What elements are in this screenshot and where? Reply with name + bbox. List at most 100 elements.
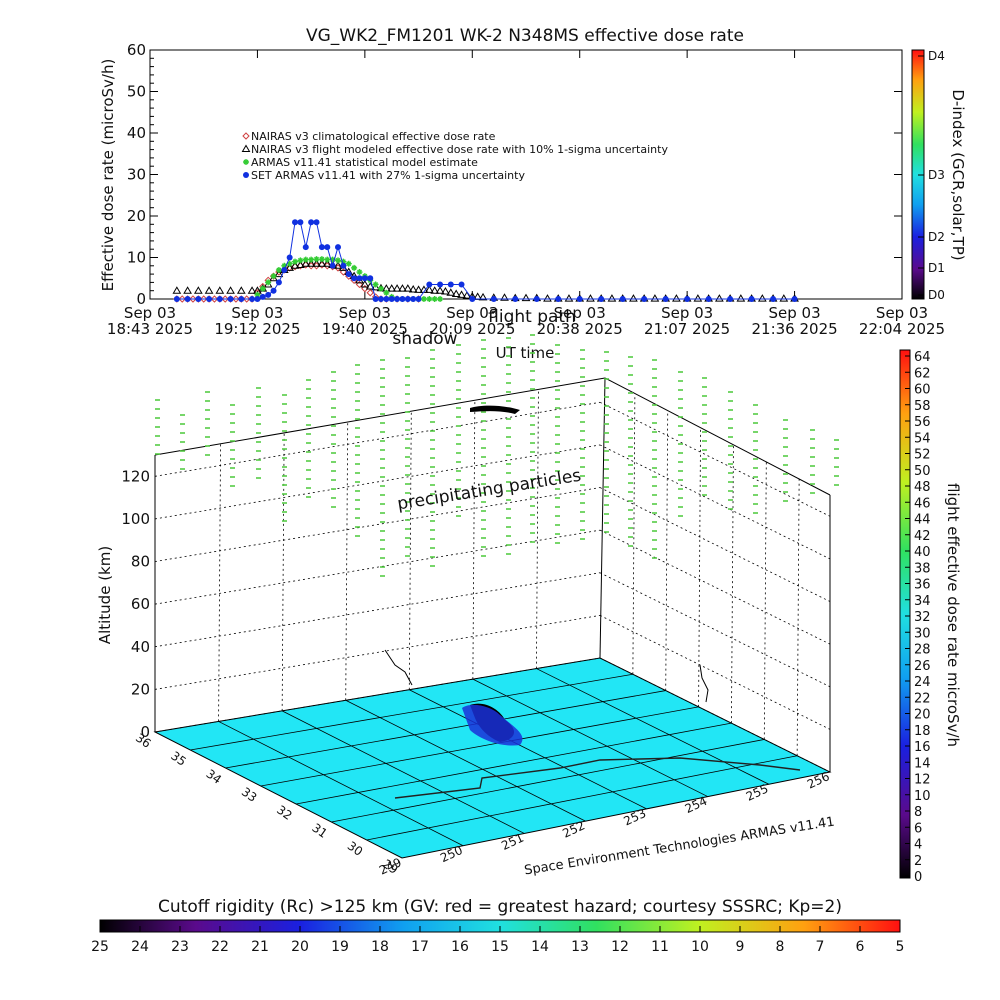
flight-track-aloft — [470, 406, 520, 414]
d-index-label: D-index (GCR,solar,TP) — [949, 89, 967, 260]
series-point — [598, 296, 604, 302]
series-point — [394, 296, 400, 302]
dose-tick-label: 22 — [914, 691, 931, 706]
rigidity-tick-label: 11 — [651, 939, 669, 955]
series-point — [174, 296, 180, 302]
series-point — [641, 296, 647, 302]
d-index-tick-label: D3 — [928, 168, 945, 182]
series-point — [195, 296, 201, 302]
dose-tick-label: 32 — [914, 610, 931, 625]
legend-entry: NAIRAS v3 climatological effective dose … — [251, 130, 496, 143]
series-point — [184, 287, 191, 293]
x-tick-label: 21:07 2025 — [644, 320, 730, 338]
rigidity-tick-label: 25 — [91, 939, 109, 955]
series-point — [673, 295, 680, 301]
d-index-tick-label: D0 — [928, 288, 945, 302]
series-point — [308, 219, 314, 225]
series-point — [346, 271, 352, 277]
series-3 — [174, 219, 798, 302]
rigidity-tick-label: 20 — [291, 939, 309, 955]
series-point — [367, 290, 373, 296]
series-point — [217, 296, 223, 302]
z-tick-label: 20 — [131, 680, 150, 698]
series-point — [319, 244, 325, 250]
series-point — [265, 292, 271, 298]
series-point — [759, 295, 766, 301]
rigidity-tick-label: 12 — [611, 939, 629, 955]
rigidity-tick-label: 10 — [691, 939, 709, 955]
series-point — [228, 296, 234, 302]
lat-tick-label: 33 — [239, 785, 260, 805]
x-axis-label: UT time — [496, 344, 555, 362]
series-point — [651, 295, 658, 301]
dose-tick-label: 26 — [914, 659, 931, 674]
rigidity-colorbar-label: Cutoff rigidity (Rc) >125 km (GV: red = … — [158, 897, 842, 917]
series-point — [630, 295, 637, 301]
altitude-3d-plot: 020406080100120 249250251252253254255256… — [121, 335, 839, 879]
legend: NAIRAS v3 climatological effective dose … — [243, 130, 669, 182]
dose-tick-label: 20 — [914, 708, 931, 723]
series-point — [737, 295, 744, 301]
rigidity-tick-label: 7 — [816, 939, 825, 955]
rigidity-tick-label: 13 — [571, 939, 589, 955]
lat-tick-label: 34 — [204, 767, 225, 787]
series-point — [716, 295, 723, 301]
wall-grid-line — [600, 488, 830, 602]
z-tick-label: 40 — [131, 638, 150, 656]
z-tick-label: 80 — [131, 553, 150, 571]
series-point — [749, 296, 755, 302]
z-tick-label: 100 — [121, 510, 150, 528]
dose-tick-label: 18 — [914, 724, 931, 739]
rigidity-tick-label: 24 — [131, 939, 149, 955]
rigidity-tick-label: 15 — [491, 939, 509, 955]
series-point — [340, 263, 346, 269]
rigidity-tick-label: 18 — [371, 939, 389, 955]
series-point — [308, 257, 314, 263]
dose-colorbar-label: flight effective dose rate microSv/h — [944, 483, 962, 747]
x-tick-label: 18:43 2025 — [107, 320, 193, 338]
d-index-tick-label: D1 — [928, 261, 945, 275]
series-point — [356, 269, 362, 275]
series-point — [770, 296, 776, 302]
d-index-tick-label: D4 — [928, 49, 945, 63]
series-point — [276, 279, 282, 285]
chart-title: VG_WK2_FM1201 WK-2 N348MS effective dose… — [306, 26, 744, 46]
series-point — [238, 296, 244, 302]
series-point — [287, 255, 293, 261]
d-index-tick-label: D2 — [928, 230, 945, 244]
dose-tick-label: 14 — [914, 756, 931, 771]
rigidity-tick-label: 6 — [856, 939, 865, 955]
series-point — [792, 296, 798, 302]
series-point — [706, 296, 712, 302]
wall-grid-line — [797, 479, 799, 756]
wall-grid-line — [600, 530, 830, 644]
series-point — [297, 219, 303, 225]
series-point — [330, 263, 336, 269]
series-point — [378, 296, 384, 302]
x-tick-label: 22:04 2025 — [859, 320, 945, 338]
series-point — [173, 287, 180, 293]
series-point — [459, 281, 465, 287]
dose-tick-label: 6 — [914, 821, 922, 836]
x-tick-label: 19:12 2025 — [214, 320, 300, 338]
series-point — [314, 256, 320, 262]
rigidity-tick-label: 8 — [776, 939, 785, 955]
series-point — [206, 296, 212, 302]
precipitating-particles-markers — [155, 335, 839, 576]
wall-grid-line — [731, 446, 733, 723]
series-point — [297, 257, 303, 263]
series-point — [249, 296, 255, 302]
series-point — [663, 296, 669, 302]
legend-entry: ARMAS v11.41 statistical model estimate — [251, 156, 478, 169]
dose-tick-label: 42 — [914, 529, 931, 544]
series-point — [577, 296, 583, 302]
series-point — [227, 287, 234, 293]
rigidity-tick-label: 5 — [896, 939, 905, 955]
dose-tick-label: 28 — [914, 643, 931, 658]
series-point — [437, 281, 443, 287]
series-point — [319, 256, 325, 262]
lat-tick-label: 32 — [274, 803, 295, 823]
series-point — [421, 296, 427, 302]
series-point — [346, 261, 352, 267]
series-point — [437, 296, 443, 302]
